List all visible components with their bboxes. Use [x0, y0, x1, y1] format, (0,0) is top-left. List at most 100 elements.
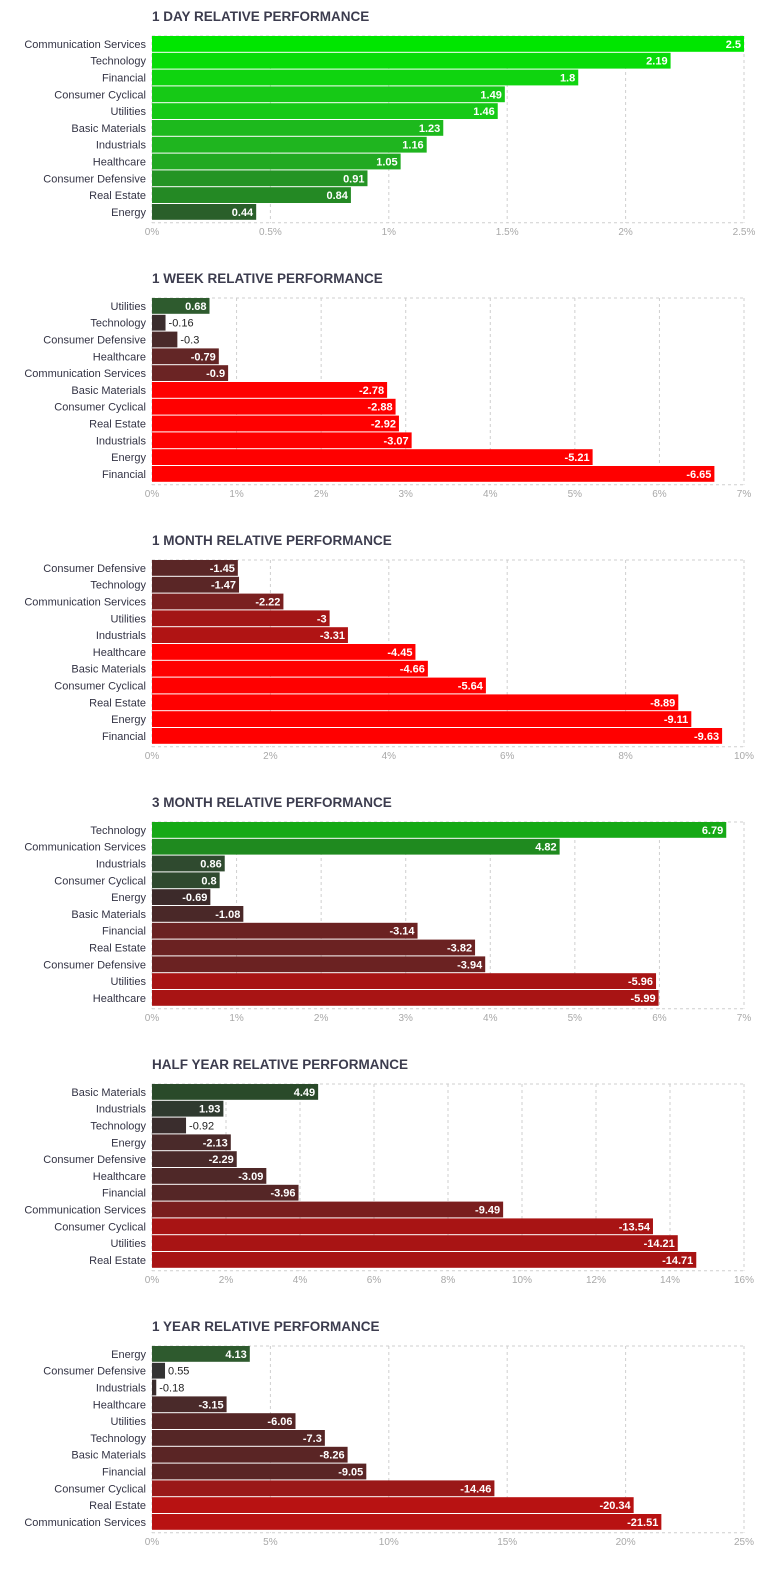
chart-6: 1 YEAR RELATIVE PERFORMANCE 0% 5% 10% 15% 20%…	[24, 1319, 754, 1548]
category-label: Basic Materials	[71, 1450, 146, 1462]
bar	[152, 1463, 367, 1480]
category-label: Technology	[90, 825, 146, 837]
value-label: -0.79	[191, 351, 216, 363]
category-label: Healthcare	[93, 647, 146, 659]
bar	[152, 728, 723, 744]
value-label: -13.54	[619, 1221, 651, 1233]
category-label: Consumer Cyclical	[54, 89, 146, 101]
category-label: Energy	[111, 1349, 146, 1361]
value-label: -1.45	[210, 563, 235, 575]
category-label: Technology	[90, 318, 146, 330]
bar	[152, 1100, 224, 1117]
bar	[152, 1117, 187, 1134]
value-label: 1.05	[376, 157, 397, 169]
value-label: -6.06	[267, 1416, 292, 1428]
tick-label: 2%	[263, 751, 278, 762]
value-label: -2.88	[367, 402, 392, 414]
tick-label: 2%	[314, 1013, 329, 1024]
bar	[152, 644, 416, 660]
value-label: 4.82	[535, 842, 556, 854]
tick-label: 14%	[660, 1275, 680, 1286]
value-label: -0.16	[169, 318, 194, 330]
bar	[152, 855, 225, 872]
chart-1: 1 DAY RELATIVE PERFORMANCE 0% 0.5% 1% 1.5% 2%…	[24, 9, 755, 238]
bar	[152, 69, 579, 86]
bar	[152, 1168, 267, 1184]
category-label: Real Estate	[89, 190, 146, 202]
value-label: -5.21	[565, 452, 590, 464]
category-label: Consumer Defensive	[43, 1366, 146, 1378]
chart-2: 1 WEEK RELATIVE PERFORMANCE 0% 1% 2% 3% 4% 5% 6…	[24, 271, 751, 500]
category-label: Real Estate	[89, 943, 146, 955]
bar	[152, 872, 220, 889]
category-label: Financial	[102, 1467, 146, 1479]
tick-label: 1%	[382, 227, 397, 238]
bar	[152, 36, 744, 52]
category-label: Financial	[102, 731, 146, 743]
bar	[152, 627, 348, 643]
tick-label: 6%	[500, 751, 515, 762]
category-label: Consumer Cyclical	[54, 681, 146, 693]
bar	[152, 1134, 231, 1151]
tick-label: 0%	[145, 1275, 160, 1286]
tick-label: 3%	[398, 1013, 413, 1024]
value-label: -9.63	[694, 731, 719, 743]
value-label: -14.21	[644, 1238, 675, 1250]
bar	[152, 660, 428, 677]
category-label: Real Estate	[89, 1255, 146, 1267]
chart-title: 1 DAY RELATIVE PERFORMANCE	[152, 9, 369, 24]
category-label: Technology	[90, 1121, 146, 1133]
value-label: 0.44	[232, 207, 254, 219]
category-label: Consumer Cyclical	[54, 402, 146, 414]
tick-label: 6%	[652, 489, 667, 500]
bar	[152, 153, 401, 170]
chart-3: 1 MONTH RELATIVE PERFORMANCE 0% 2% 4% 6% 8% 10…	[24, 533, 754, 762]
bar	[152, 86, 505, 103]
category-label: Consumer Cyclical	[54, 1483, 146, 1495]
category-label: Consumer Defensive	[43, 1154, 146, 1166]
category-label: Real Estate	[89, 1500, 146, 1512]
tick-label: 5%	[568, 1013, 583, 1024]
bar	[152, 677, 486, 694]
value-label: -21.51	[627, 1517, 658, 1529]
bar	[152, 120, 444, 136]
tick-label: 2.5%	[733, 227, 756, 238]
chart-5: HALF YEAR RELATIVE PERFORMANCE 0% 2% 4% 6% 8%…	[24, 1057, 754, 1286]
tick-label: 2%	[618, 227, 633, 238]
chart-title: 1 WEEK RELATIVE PERFORMANCE	[152, 271, 383, 286]
bar	[152, 449, 593, 465]
tick-label: 4%	[483, 489, 498, 500]
chart-4: 3 MONTH RELATIVE PERFORMANCE 0% 1% 2% 3% 4% 5%…	[24, 795, 751, 1024]
category-label: Energy	[111, 892, 146, 904]
value-label: 0.8	[201, 875, 216, 887]
chart-title: 1 MONTH RELATIVE PERFORMANCE	[152, 533, 392, 548]
category-label: Utilities	[111, 106, 147, 118]
value-label: -20.34	[599, 1500, 631, 1512]
tick-label: 5%	[263, 1537, 278, 1548]
bar	[152, 711, 692, 727]
bar	[152, 187, 351, 203]
value-label: -5.96	[628, 976, 653, 988]
value-label: -1.47	[211, 580, 236, 592]
value-label: -3.14	[389, 926, 415, 938]
value-label: -2.22	[255, 597, 280, 609]
tick-label: 6%	[652, 1013, 667, 1024]
value-label: -5.99	[631, 993, 656, 1005]
category-label: Basic Materials	[71, 909, 146, 921]
category-label: Technology	[90, 580, 146, 592]
bar	[152, 432, 412, 449]
bar	[152, 415, 399, 432]
tick-label: 8%	[441, 1275, 456, 1286]
tick-label: 10%	[512, 1275, 532, 1286]
category-label: Basic Materials	[71, 385, 146, 397]
bar	[152, 1235, 678, 1251]
bar	[152, 1151, 237, 1167]
bar	[152, 314, 166, 331]
category-label: Healthcare	[93, 351, 146, 363]
category-label: Energy	[111, 714, 146, 726]
category-label: Consumer Defensive	[43, 335, 146, 347]
tick-label: 3%	[398, 489, 413, 500]
value-label: -9.05	[338, 1467, 363, 1479]
value-label: 0.68	[185, 301, 206, 313]
tick-label: 16%	[734, 1275, 754, 1286]
